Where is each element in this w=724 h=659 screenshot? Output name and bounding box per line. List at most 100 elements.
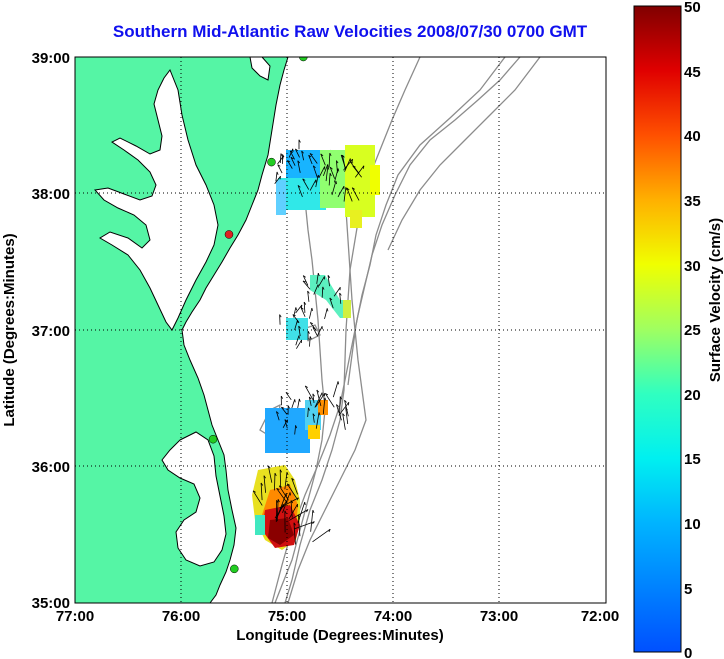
velocity-arrowhead (289, 150, 293, 154)
velocity-arrowhead (302, 178, 306, 181)
velocity-arrowhead (293, 522, 296, 526)
velocity-arrow (309, 179, 317, 191)
velocity-arrow (313, 284, 319, 295)
velocity-arrowhead (304, 502, 306, 506)
x-tick-label: 75:00 (268, 608, 306, 625)
colorbar-tick-label: 10 (684, 516, 701, 533)
velocity-patch (286, 318, 308, 340)
velocity-arrow (287, 160, 293, 169)
velocity-arrow (297, 398, 300, 408)
velocity-arrow (302, 275, 309, 286)
colorbar-tick-label: 5 (684, 581, 692, 598)
velocity-arrowhead (295, 425, 298, 429)
velocity-arrow (276, 499, 279, 522)
velocity-arrowhead (308, 407, 310, 411)
velocity-arrowhead (298, 335, 300, 339)
velocity-arrow (302, 178, 310, 190)
velocity-patch (350, 210, 362, 228)
velocity-arrow (263, 475, 267, 493)
velocity-arrow (308, 307, 313, 319)
velocity-arrow (276, 411, 280, 421)
velocity-arrow (293, 307, 297, 318)
velocity-arrowhead (312, 521, 315, 525)
x-axis: 77:00 76:00 75:00 74:00 73:00 72:00 Long… (56, 608, 619, 644)
colorbar-tick-label: 30 (684, 258, 701, 275)
velocity-arrow (298, 325, 301, 337)
velocity-arrow (307, 290, 310, 302)
velocity-arrowhead (310, 322, 314, 325)
x-tick-label: 74:00 (374, 608, 412, 625)
velocity-arrow (328, 153, 331, 168)
station-marker (224, 230, 234, 239)
velocity-arrow (296, 339, 302, 349)
velocity-arrow (318, 166, 326, 178)
velocity-arrow (333, 287, 341, 297)
velocity-arrowhead (308, 396, 312, 400)
colorbar-tick-label: 35 (684, 193, 701, 210)
velocity-arrow (302, 280, 311, 290)
y-tick-label: 37:00 (32, 323, 70, 340)
station-marker (230, 564, 239, 574)
velocity-arrowhead (329, 173, 332, 177)
velocity-arrowhead (329, 152, 332, 157)
velocity-arrow (322, 397, 326, 415)
colorbar: 50 45 40 35 30 25 20 15 10 5 0 Surface V… (633, 0, 724, 659)
velocity-arrow (276, 488, 287, 503)
velocity-arrowhead (329, 166, 333, 170)
velocity-arrow (291, 478, 298, 495)
velocity-arrowhead (326, 308, 329, 312)
y-tick-label: 38:00 (32, 186, 70, 203)
velocity-arrowhead (318, 412, 321, 416)
pamlico-sound (161, 431, 227, 567)
velocity-arrow (308, 155, 313, 165)
y-tick-label: 36:00 (32, 459, 70, 476)
velocity-arrowhead (296, 497, 299, 501)
velocity-arrowhead (295, 148, 299, 151)
velocity-arrowhead (287, 160, 291, 163)
station-marker (299, 57, 308, 62)
velocity-arrow (309, 153, 318, 164)
velocity-arrow (351, 187, 360, 201)
bathymetry-contours (259, 57, 541, 603)
velocity-arrow (260, 482, 263, 501)
velocity-arrow (308, 396, 312, 406)
velocity-arrow (294, 148, 300, 158)
velocity-arrowhead (351, 159, 353, 163)
velocity-arrow (300, 307, 306, 317)
velocity-arrow (279, 153, 282, 163)
velocity-arrow (267, 465, 273, 483)
velocity-arrowhead (306, 509, 309, 513)
velocity-arrow (338, 402, 350, 416)
velocity-patch (343, 300, 351, 318)
velocity-arrow (274, 499, 288, 519)
velocity-arrow (324, 308, 328, 320)
velocity-patch (308, 425, 320, 439)
velocity-arrowhead (282, 154, 285, 158)
velocity-arrowhead (279, 314, 282, 318)
velocity-arrow (309, 322, 317, 331)
velocity-arrowhead (312, 509, 315, 514)
velocity-arrowhead (297, 160, 301, 164)
velocity-arrowhead (346, 187, 350, 191)
velocity-patch (265, 408, 310, 453)
velocity-arrow (342, 155, 346, 170)
velocity-arrowhead (309, 153, 313, 156)
velocity-arrow (314, 392, 323, 408)
velocity-arrow (293, 521, 315, 530)
colorbar-tick-label: 50 (684, 0, 701, 16)
velocity-arrow (323, 164, 329, 177)
velocity-patch (255, 515, 265, 535)
velocity-arrowhead (351, 187, 355, 190)
velocity-arrow (252, 490, 263, 506)
x-tick-label: 72:00 (581, 608, 619, 625)
velocity-arrowhead (298, 325, 301, 329)
y-axis: 39:00 38:00 37:00 36:00 35:00 Latitude (… (1, 50, 70, 612)
velocity-arrowhead (327, 275, 331, 279)
velocity-arrow (293, 522, 296, 545)
velocity-arrow (290, 156, 296, 166)
velocity-arrow (312, 528, 331, 543)
velocity-arrow (332, 381, 339, 398)
velocity-arrowhead (252, 490, 256, 493)
velocity-arrowhead (298, 398, 301, 402)
velocity-arrowhead (317, 272, 320, 277)
